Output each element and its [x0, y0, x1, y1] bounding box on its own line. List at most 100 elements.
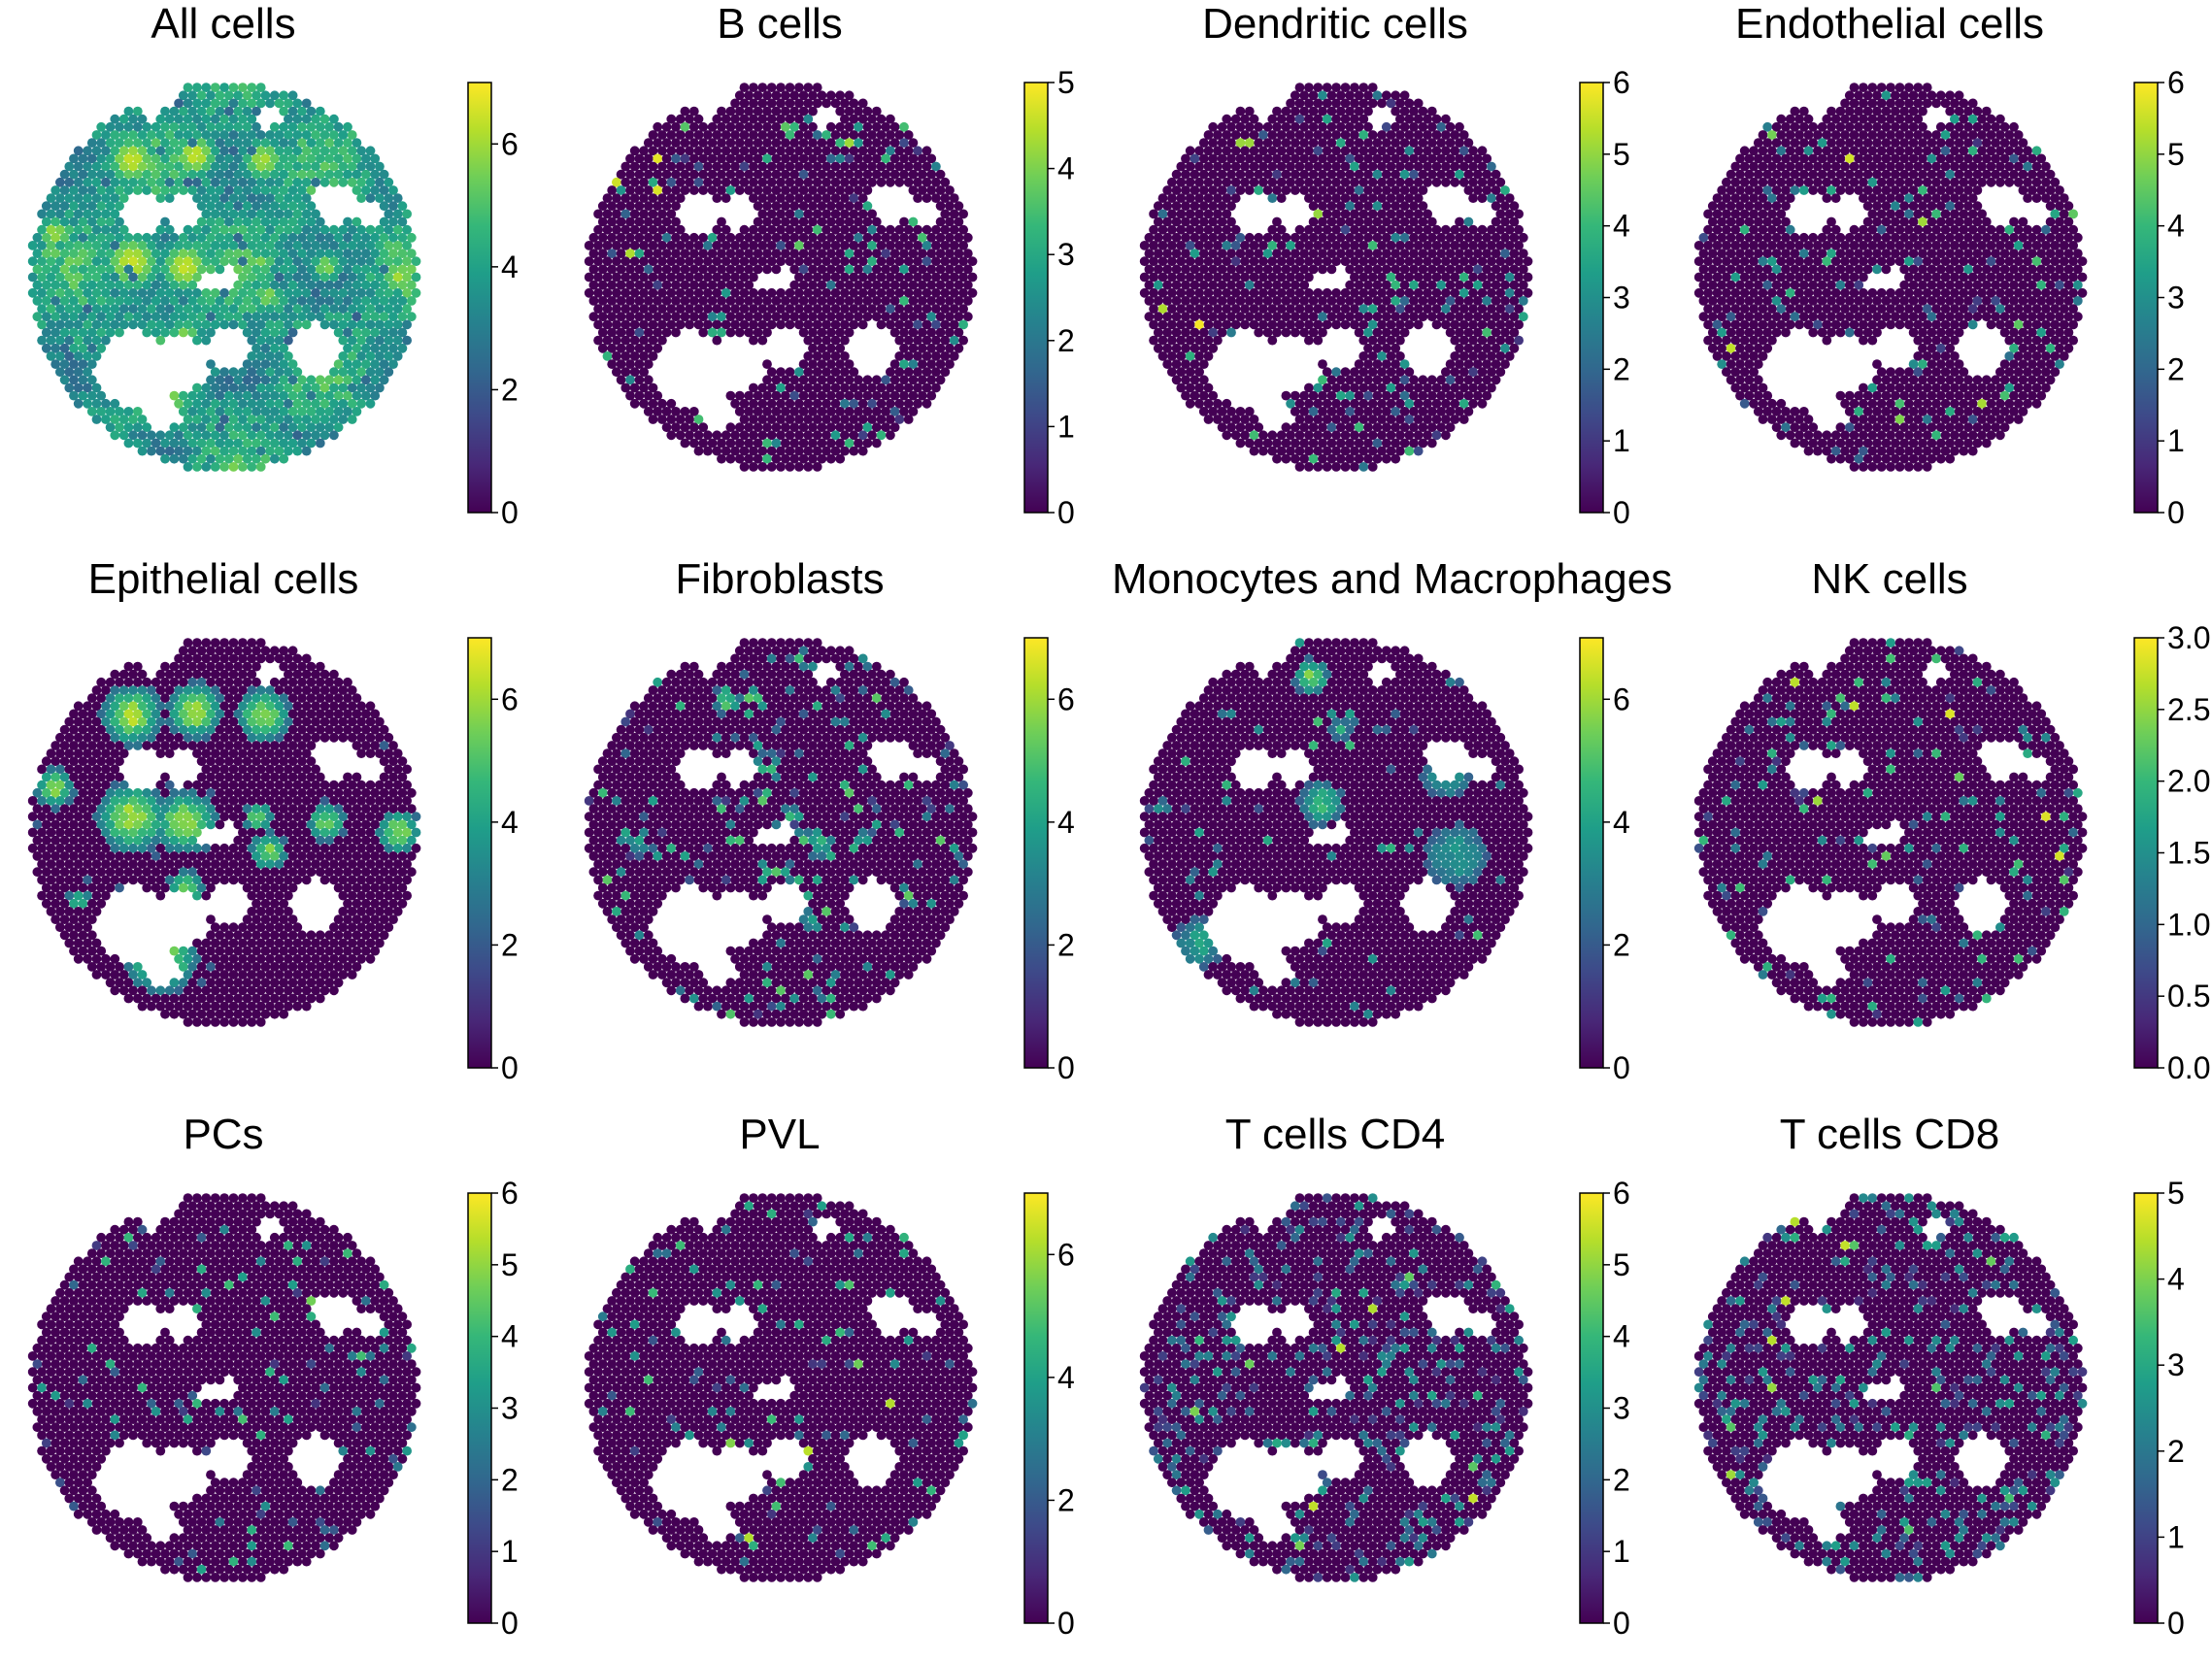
spot: [1350, 256, 1359, 266]
spot: [1318, 454, 1327, 464]
spot: [2064, 217, 2074, 227]
spot: [863, 391, 873, 401]
spot: [1368, 178, 1378, 187]
spot: [147, 241, 156, 250]
spot: [639, 241, 649, 250]
spot: [1267, 273, 1277, 282]
spot: [1464, 296, 1474, 306]
spot: [607, 201, 617, 211]
spot: [899, 375, 909, 384]
spot: [1313, 256, 1323, 266]
spot: [639, 178, 649, 187]
spot: [1282, 122, 1291, 132]
spot: [1199, 391, 1209, 401]
spot: [1872, 138, 1882, 148]
spot: [1895, 241, 1905, 250]
spot: [721, 241, 731, 250]
spot: [721, 162, 731, 172]
spot: [251, 122, 261, 132]
spot: [803, 430, 813, 440]
spot: [1226, 312, 1236, 321]
spot: [872, 296, 882, 306]
spot: [1236, 439, 1246, 448]
spot: [721, 430, 731, 440]
spot: [201, 415, 211, 424]
spot: [1382, 217, 1391, 227]
spot: [1181, 217, 1190, 227]
spot: [1345, 375, 1355, 384]
spot: [219, 241, 229, 250]
spot: [1436, 375, 1446, 384]
spot: [1831, 193, 1841, 203]
spot: [1514, 241, 1524, 250]
spot: [343, 122, 352, 132]
spot: [197, 217, 207, 227]
spot: [247, 162, 256, 172]
spot: [1459, 351, 1469, 361]
spot: [338, 178, 348, 187]
spot: [666, 415, 676, 424]
spot: [334, 122, 344, 132]
spot: [799, 391, 809, 401]
spot: [958, 273, 968, 282]
spot: [1730, 241, 1740, 250]
spot: [247, 351, 256, 361]
spot: [625, 201, 635, 211]
spot: [1145, 312, 1155, 321]
spot: [1730, 162, 1740, 172]
spot: [1391, 138, 1400, 148]
spot: [1799, 122, 1809, 132]
spot: [835, 312, 845, 321]
spot: [279, 296, 288, 306]
spot: [375, 336, 385, 346]
spot: [757, 99, 767, 109]
spot: [1204, 241, 1214, 250]
spot: [849, 273, 858, 282]
spot: [1850, 99, 1860, 109]
spot: [918, 296, 927, 306]
spot: [776, 462, 786, 472]
spot: [219, 162, 229, 172]
spot: [1808, 122, 1818, 132]
spot: [1427, 217, 1437, 227]
spot: [324, 375, 334, 384]
spot: [1995, 162, 2005, 172]
spot: [74, 351, 84, 361]
spot: [201, 99, 211, 109]
spot: [1427, 138, 1437, 148]
spot: [1850, 162, 1860, 172]
spot: [307, 391, 317, 401]
spot: [1409, 201, 1419, 211]
spot: [352, 375, 362, 384]
spot: [726, 138, 736, 148]
spot: [307, 122, 317, 132]
spot: [612, 273, 621, 282]
spot: [1277, 178, 1287, 187]
spot: [1204, 336, 1214, 346]
spot: [735, 328, 745, 338]
spot: [1350, 273, 1359, 282]
spot: [1813, 241, 1823, 250]
spot: [138, 273, 148, 282]
spot: [1327, 201, 1337, 211]
spot: [803, 351, 813, 361]
spot: [402, 336, 412, 346]
spot: [380, 217, 389, 227]
spot: [749, 336, 758, 346]
spot: [211, 83, 220, 92]
spot: [762, 201, 772, 211]
spot: [307, 217, 317, 227]
spot: [270, 138, 280, 148]
spot: [1250, 256, 1259, 266]
spot: [863, 122, 873, 132]
spot: [712, 256, 721, 266]
spot: [42, 296, 51, 306]
spot: [1455, 296, 1464, 306]
spot: [803, 178, 813, 187]
panel-title: Endothelial cells: [1666, 0, 2113, 49]
spot: [1186, 256, 1195, 266]
spot: [1468, 273, 1478, 282]
spot: [50, 217, 60, 227]
spot: [909, 138, 919, 148]
